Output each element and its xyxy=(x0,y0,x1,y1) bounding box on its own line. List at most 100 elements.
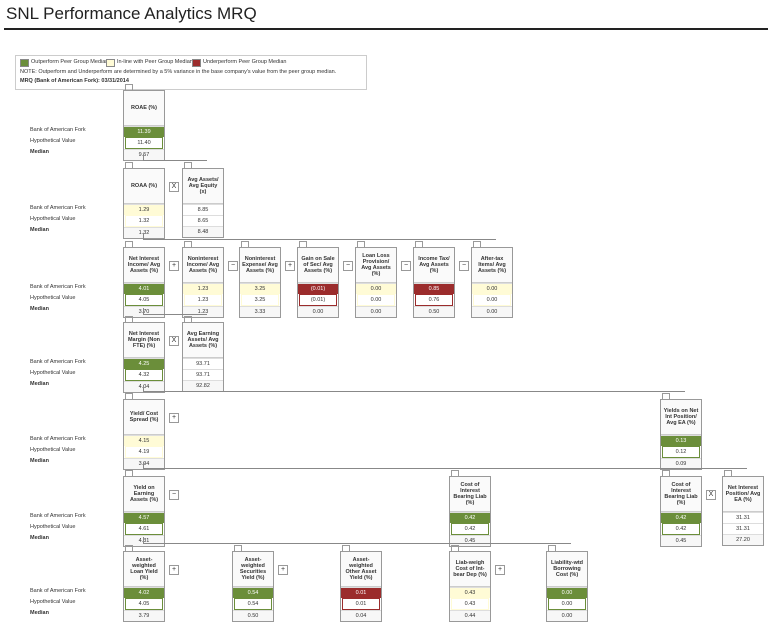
bank-value: 11.39 xyxy=(124,126,164,137)
hypothetical-value[interactable]: 4.19 xyxy=(125,446,163,458)
metric-label: Yield on Earning Assets (%) xyxy=(124,477,164,512)
bank-value: 1.23 xyxy=(183,283,223,294)
bank-value: (0.01) xyxy=(298,283,338,294)
metric-box: Asset-weighted Other Asset Yield (%) 0.01… xyxy=(340,551,382,622)
hypothetical-value[interactable]: 1.23 xyxy=(184,294,222,306)
title-rule xyxy=(4,28,768,30)
median-value: 0.00 xyxy=(298,306,338,317)
hypothetical-value[interactable]: 31.31 xyxy=(723,523,763,534)
metric-box: Asset-weighted Securities Yield (%) 0.54 0… xyxy=(232,551,274,622)
connector xyxy=(143,391,685,392)
bank-value: 31.31 xyxy=(723,512,763,523)
metric-box: After-tax Items/ Avg Assets (%) 0.00 0.00 0… xyxy=(471,247,513,318)
median-value: 0.45 xyxy=(661,535,701,546)
row-label: Bank of American Fork xyxy=(30,127,86,133)
hypothetical-value[interactable]: 93.71 xyxy=(183,369,223,380)
hypothetical-value[interactable]: 0.43 xyxy=(451,598,489,610)
row-label: Bank of American Fork xyxy=(30,513,86,519)
row-label: Hypothetical Value xyxy=(30,524,76,530)
metric-box: Net Interest Position/ Avg EA (%) 31.31 31… xyxy=(722,476,764,546)
metric-box: Noninterest Income/ Avg Assets (%) 1.23 1.… xyxy=(182,247,224,318)
hypothetical-value[interactable]: 0.00 xyxy=(357,294,395,306)
metric-label: ROAA (%) xyxy=(124,169,164,204)
connector xyxy=(143,314,207,315)
operator: X xyxy=(169,182,179,192)
bank-value: 8.85 xyxy=(183,204,223,215)
hypothetical-value[interactable]: 4.32 xyxy=(125,369,163,381)
hypothetical-value[interactable]: 0.00 xyxy=(473,294,511,306)
bank-value: 4.57 xyxy=(124,512,164,523)
row-label: Hypothetical Value xyxy=(30,599,76,605)
bank-value: 0.13 xyxy=(661,435,701,446)
operator: + xyxy=(285,261,295,271)
bank-value: 4.25 xyxy=(124,358,164,369)
hypothetical-value[interactable]: 1.32 xyxy=(125,215,163,227)
operator: − xyxy=(343,261,353,271)
metric-box: Liab-weigh Cost of Int-bear Dep (%) 0.43 0… xyxy=(449,551,491,622)
operator: + xyxy=(278,565,288,575)
legend-label: Outperform Peer Group Median xyxy=(31,59,109,65)
legend-swatch xyxy=(192,59,201,67)
row-label: Median xyxy=(30,610,49,616)
legend-label: Underperform Peer Group Median xyxy=(203,59,287,65)
metric-label: Asset-weighted Other Asset Yield (%) xyxy=(341,552,381,587)
median-value: 1.23 xyxy=(183,306,223,317)
metric-box: Cost of Interest Bearing Liab (%) 0.42 0.4… xyxy=(449,476,491,547)
metric-box: Liability-wtd Borrowing Cost (%) 0.00 0.00… xyxy=(546,551,588,622)
metric-label: Net Interest Margin (Non FTE) (%) xyxy=(124,323,164,358)
metric-box: Net Interest Income/ Avg Assets (%) 4.01 4… xyxy=(123,247,165,318)
metric-label: Loan Loss Provision/ Avg Assets (%) xyxy=(356,248,396,283)
legend-swatch xyxy=(106,59,115,67)
row-label: Median xyxy=(30,381,49,387)
bank-value: 4.02 xyxy=(124,587,164,598)
row-label: Median xyxy=(30,149,49,155)
bank-value: 1.29 xyxy=(124,204,164,215)
hypothetical-value[interactable]: 0.54 xyxy=(234,598,272,610)
bank-value: 0.00 xyxy=(547,587,587,598)
metric-box: Yields on Net Int Position/ Avg EA (%) 0.… xyxy=(660,399,702,470)
hypothetical-value[interactable]: 0.12 xyxy=(662,446,700,458)
metric-label: Noninterest Income/ Avg Assets (%) xyxy=(183,248,223,283)
median-value: 3.70 xyxy=(124,306,164,317)
connector xyxy=(143,154,144,160)
metric-box: Avg Earning Assets/ Avg Assets (%) 93.71 9… xyxy=(182,322,224,392)
hypothetical-value[interactable]: 0.42 xyxy=(451,523,489,535)
metric-box: Net Interest Margin (Non FTE) (%) 4.25 4.3… xyxy=(123,322,165,393)
metric-box: Loan Loss Provision/ Avg Assets (%) 0.00 0… xyxy=(355,247,397,318)
hypothetical-value[interactable]: 4.05 xyxy=(125,294,163,306)
row-label: Hypothetical Value xyxy=(30,447,76,453)
bank-value: 0.85 xyxy=(414,283,454,294)
median-value: 0.45 xyxy=(450,535,490,546)
operator: X xyxy=(169,336,179,346)
mrq: MRQ (Bank of American Fork): 03/31/2014 xyxy=(20,78,129,84)
hypothetical-value[interactable]: 0.42 xyxy=(662,523,700,535)
operator: + xyxy=(169,565,179,575)
bank-value: 4.01 xyxy=(124,283,164,294)
hypothetical-value[interactable]: (0.01) xyxy=(299,294,337,306)
hypothetical-value[interactable]: 11.40 xyxy=(125,137,163,149)
metric-label: Avg Earning Assets/ Avg Assets (%) xyxy=(183,323,223,358)
hypothetical-value[interactable]: 3.25 xyxy=(241,294,279,306)
hypothetical-value[interactable]: 8.65 xyxy=(183,215,223,226)
hypothetical-value[interactable]: 0.01 xyxy=(342,598,380,610)
metric-box: Asset-weighted Loan Yield (%) 4.02 4.05 3.7… xyxy=(123,551,165,622)
connector xyxy=(143,308,144,314)
operator: − xyxy=(401,261,411,271)
bank-value: 3.25 xyxy=(240,283,280,294)
row-label: Hypothetical Value xyxy=(30,138,76,144)
row-label: Median xyxy=(30,227,49,233)
metric-box: Avg Assets/ Avg Equity (x) 8.85 8.65 8.48 xyxy=(182,168,224,238)
page-title: SNL Performance Analytics MRQ xyxy=(6,4,257,23)
hypothetical-value[interactable]: 4.05 xyxy=(125,598,163,610)
row-label: Hypothetical Value xyxy=(30,295,76,301)
metric-label: After-tax Items/ Avg Assets (%) xyxy=(472,248,512,283)
median-value: 3.94 xyxy=(124,458,164,469)
hypothetical-value[interactable]: 4.61 xyxy=(125,523,163,535)
median-value: 1.32 xyxy=(124,227,164,238)
hypothetical-value[interactable]: 0.76 xyxy=(415,294,453,306)
hypothetical-value[interactable]: 0.00 xyxy=(548,598,586,610)
metric-label: Cost of Interest Bearing Liab (%) xyxy=(450,477,490,512)
operator: − xyxy=(228,261,238,271)
metric-label: Net Interest Position/ Avg EA (%) xyxy=(723,477,763,512)
legend-label: In-line with Peer Group Median xyxy=(117,59,193,65)
